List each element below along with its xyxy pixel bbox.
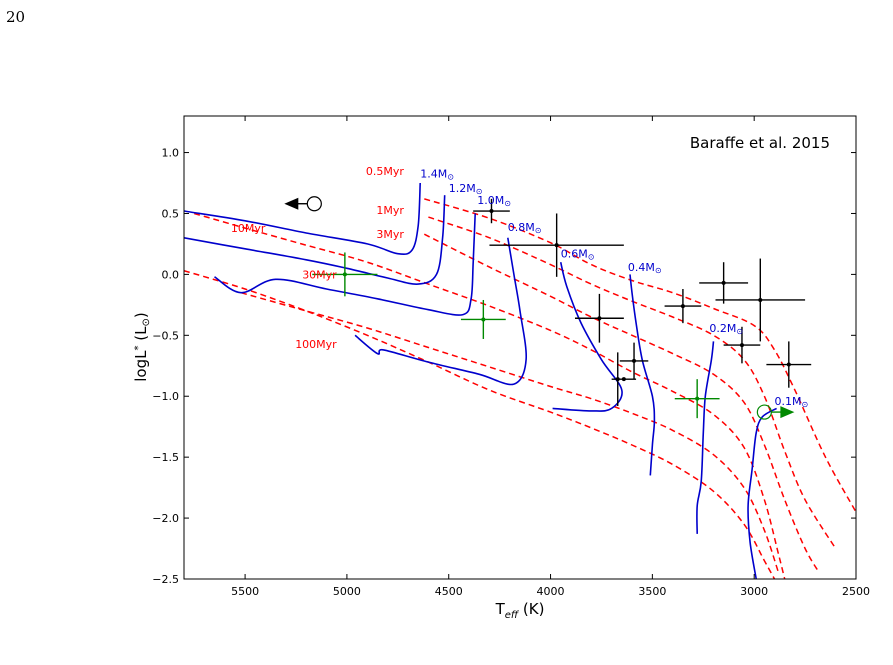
mass-track-line	[354, 237, 528, 386]
x-axis-title: Teff (K)	[495, 600, 545, 621]
x-tick-label: 5000	[333, 585, 361, 598]
mass-track-line	[184, 182, 421, 256]
point-marker	[680, 304, 685, 309]
star-point	[574, 293, 624, 343]
y-tick-label: 0.5	[162, 207, 180, 220]
reference-label: Baraffe et al. 2015	[690, 134, 830, 152]
point-marker	[721, 280, 726, 285]
star-point-green	[674, 379, 720, 419]
mass-track-line	[184, 195, 446, 285]
mass-track-label: 1.4M⊙	[420, 167, 454, 181]
isochrone-label: 0.5Myr	[366, 165, 404, 178]
isochrone-label: 1Myr	[376, 204, 404, 217]
mass-track-label: 0.8M⊙	[508, 221, 542, 235]
isochrone-line	[424, 198, 856, 513]
y-tick-label: −2.5	[152, 573, 179, 586]
arrow-head	[284, 197, 299, 210]
y-tick-label: −0.5	[152, 329, 179, 342]
isochrone-line	[423, 233, 820, 574]
mass-track-line	[747, 407, 778, 579]
point-marker	[632, 358, 637, 363]
star-point	[619, 342, 649, 380]
x-tick-label: 3000	[740, 585, 768, 598]
mass-track-label: 0.2M⊙	[709, 322, 743, 336]
isochrone-label: 10Myr	[231, 222, 266, 235]
star-point	[699, 262, 749, 304]
mass-track-label: 1.0M⊙	[477, 194, 511, 208]
isochrone-label: 30Myr	[302, 268, 337, 281]
isochrone-label: 3Myr	[376, 228, 404, 241]
star-point	[489, 213, 624, 277]
mass-track-label: 0.4M⊙	[628, 261, 662, 275]
star-point	[766, 341, 812, 388]
mass-track-label: 0.6M⊙	[561, 248, 595, 262]
plot-frame	[183, 115, 857, 580]
star-point-green	[460, 299, 506, 339]
point-marker	[554, 243, 559, 248]
point-marker	[481, 317, 486, 322]
star-point	[611, 377, 637, 382]
point-marker	[489, 209, 494, 214]
point-marker	[739, 343, 744, 348]
x-tick-label: 3500	[638, 585, 666, 598]
curve-labels-layer: 0.5Myr 1Myr 3Myr 10Myr 30Myr 100Myr 1.4M⊙1.2M⊙…	[231, 165, 808, 409]
x-tick-label: 4500	[435, 585, 463, 598]
mass-track-line	[552, 262, 623, 412]
point-marker	[342, 272, 347, 277]
isochrone-line	[193, 212, 786, 579]
upper-limit-marker	[284, 196, 322, 212]
tracks-layer	[184, 182, 778, 579]
star-point	[723, 326, 761, 364]
data-points-layer	[284, 196, 812, 420]
point-marker	[758, 297, 763, 302]
open-circle	[306, 196, 322, 212]
point-marker	[597, 316, 602, 321]
point-marker	[695, 396, 700, 401]
isochrones-layer	[184, 198, 856, 579]
mass-track-line	[696, 341, 715, 534]
y-tick-label: 1.0	[162, 147, 180, 160]
star-point	[715, 258, 806, 342]
x-tick-label: 4000	[537, 585, 565, 598]
star-point	[664, 289, 702, 324]
x-tick-label: 5500	[231, 585, 259, 598]
arrow-head	[780, 406, 795, 419]
mass-track-label: 0.1M⊙	[775, 395, 809, 409]
star-point-green	[312, 252, 378, 297]
isochrone-line	[240, 291, 780, 574]
point-marker	[621, 377, 626, 382]
star-point	[473, 198, 510, 224]
y-axis-title: logL* (L⊙)	[132, 312, 152, 381]
x-tick-label: 2500	[842, 585, 870, 598]
isochrone-line	[428, 216, 837, 549]
y-tick-label: −2.0	[152, 512, 179, 525]
point-marker	[786, 362, 791, 367]
mass-track-line	[214, 213, 476, 316]
mass-track-label: 1.2M⊙	[449, 182, 483, 196]
page-number: 20	[6, 8, 26, 26]
isochrone-line	[184, 269, 776, 579]
y-tick-label: −1.0	[152, 390, 179, 403]
isochrone-label: 100Myr	[295, 338, 337, 351]
upper-limit-marker	[756, 404, 795, 420]
y-tick-label: 0.0	[162, 268, 180, 281]
axes-layer: 5500 5000 4500 4000 3500 3000 2500 1.0 0.5 0.0 −0.…	[152, 116, 870, 598]
mass-track-line	[629, 274, 656, 476]
y-tick-label: −1.5	[152, 451, 179, 464]
